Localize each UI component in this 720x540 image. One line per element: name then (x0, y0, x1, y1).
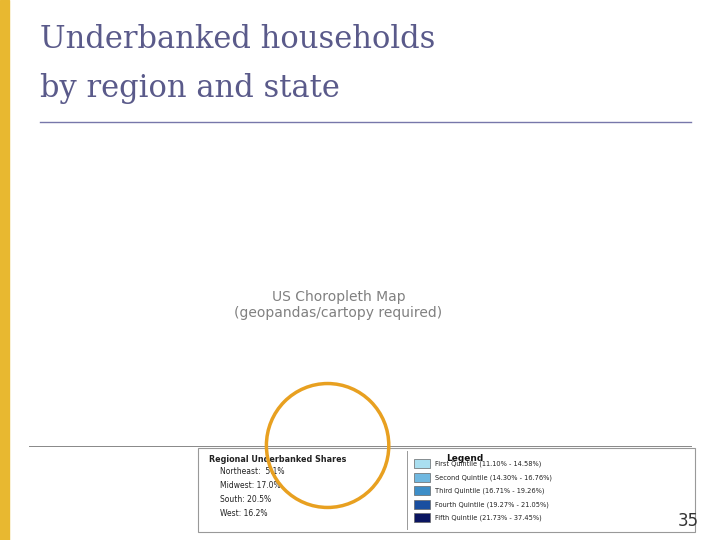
Text: Underbanked households: Underbanked households (40, 24, 435, 55)
FancyBboxPatch shape (198, 448, 695, 532)
Bar (414, 473, 430, 482)
Text: First Quintile (11.10% - 14.58%): First Quintile (11.10% - 14.58%) (436, 461, 542, 467)
Text: Regional Underbanked Shares: Regional Underbanked Shares (209, 455, 346, 464)
Text: 35: 35 (678, 512, 698, 530)
Text: Third Quintile (16.71% - 19.26%): Third Quintile (16.71% - 19.26%) (436, 488, 545, 494)
Text: Legend: Legend (446, 454, 483, 463)
Text: Midwest: 17.0%: Midwest: 17.0% (220, 481, 280, 490)
Text: Second Quintile (14.30% - 16.76%): Second Quintile (14.30% - 16.76%) (436, 474, 552, 481)
Text: Northeast:  5.1%: Northeast: 5.1% (220, 467, 284, 476)
Text: Fourth Quintile (19.27% - 21.05%): Fourth Quintile (19.27% - 21.05%) (436, 501, 549, 508)
Text: by region and state: by region and state (40, 73, 339, 104)
Bar (414, 514, 430, 522)
Bar (0, 0, 9, 540)
Bar (414, 460, 430, 468)
Bar (414, 500, 430, 509)
Text: Fifth Quintile (21.73% - 37.45%): Fifth Quintile (21.73% - 37.45%) (436, 515, 542, 521)
Text: US Choropleth Map
(geopandas/cartopy required): US Choropleth Map (geopandas/cartopy req… (234, 290, 443, 320)
Text: West: 16.2%: West: 16.2% (220, 509, 267, 518)
Bar (414, 487, 430, 495)
Text: South: 20.5%: South: 20.5% (220, 495, 271, 504)
